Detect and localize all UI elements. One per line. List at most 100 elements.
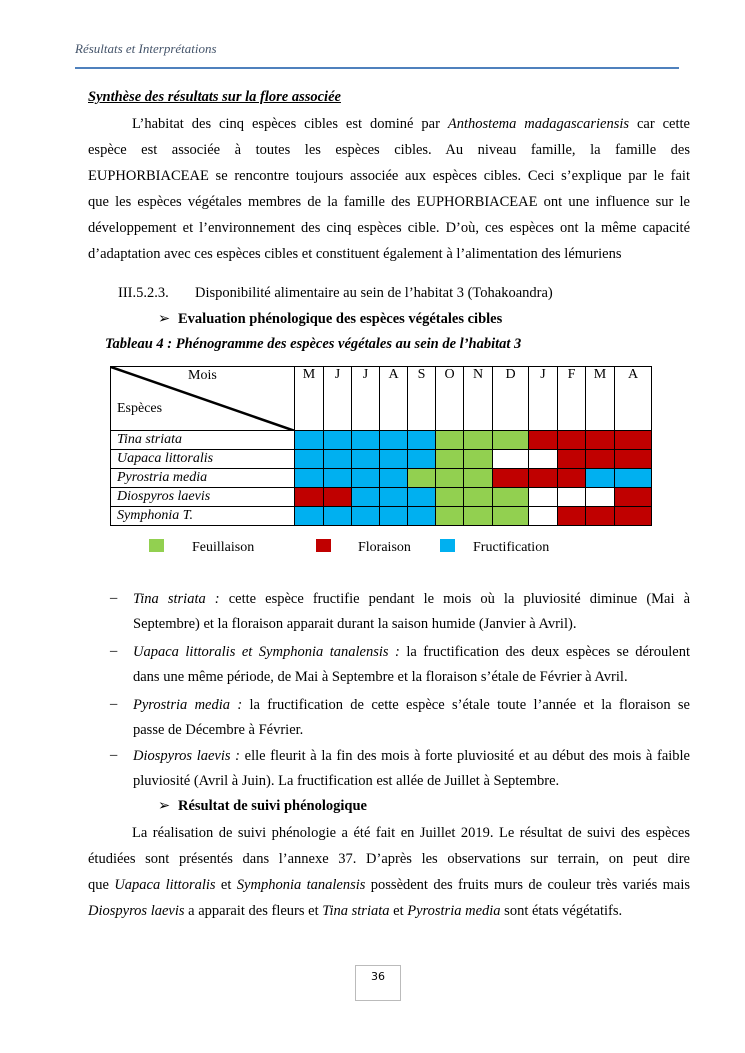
text-line: Diospyros laevis : elle fleurit à la fin… <box>133 747 690 765</box>
phase-cell <box>492 506 529 526</box>
text-segment: que les espèces végétales membres de la … <box>88 194 690 210</box>
phase-cell <box>379 449 408 469</box>
text-segment: a apparait des fleurs et <box>184 903 323 919</box>
arrow-bullet-icon: ➢ <box>158 311 171 327</box>
phase-cell <box>294 449 324 469</box>
text-segment: et <box>389 903 408 919</box>
month-header: S <box>407 366 436 431</box>
page-number: 36 <box>355 965 401 1001</box>
phase-cell <box>614 449 652 469</box>
legend-swatch <box>316 539 331 552</box>
species-name: Tina striata <box>110 430 295 450</box>
phase-cell <box>323 430 352 450</box>
text-segment: elle fleurit à la fin des mois à forte p… <box>240 748 690 764</box>
subsection-title: Disponibilité alimentaire au sein de l’h… <box>195 285 553 301</box>
month-header: J <box>323 366 352 431</box>
phase-cell <box>407 487 436 507</box>
legend-swatch <box>149 539 164 552</box>
phase-cell <box>294 506 324 526</box>
text-segment: EUPHORBIACEAE se rencontre toujours asso… <box>88 168 690 184</box>
phase-cell <box>323 487 352 507</box>
arrow-bullet-icon: ➢ <box>158 798 171 814</box>
phase-cell <box>435 449 464 469</box>
phase-cell <box>463 506 493 526</box>
text-line: Tina striata : cette espèce fructifie pe… <box>133 590 690 608</box>
month-header: M <box>585 366 615 431</box>
text-segment: Septembre) et la floraison apparait dura… <box>133 616 577 632</box>
text-segment: espèce est associée à toutes les espèces… <box>88 142 690 158</box>
phase-cell <box>492 430 529 450</box>
phase-cell <box>435 487 464 507</box>
phase-cell <box>407 468 436 488</box>
phase-cell <box>557 468 586 488</box>
phase-cell <box>585 430 615 450</box>
text-segment: La réalisation de suivi phénologie a été… <box>132 825 690 841</box>
phase-cell <box>614 430 652 450</box>
phase-cell <box>614 468 652 488</box>
text-line: pluviosité (Avril à Juin). La fructifica… <box>133 772 690 790</box>
dash-bullet-icon: – <box>110 643 118 659</box>
phase-cell <box>585 449 615 469</box>
table-row: Symphonia T. <box>110 506 652 526</box>
bullet-heading-phenology: Evaluation phénologique des espèces végé… <box>178 311 503 327</box>
text-segment: cette espèce fructifie pendant le mois o… <box>219 591 691 607</box>
month-header: F <box>557 366 586 431</box>
bullet-heading-results: Résultat de suivi phénologique <box>178 798 367 814</box>
phase-cell <box>294 430 324 450</box>
text-segment: dans une même période, de Mai à Septembr… <box>133 669 628 685</box>
phase-cell <box>351 468 380 488</box>
month-header: J <box>351 366 380 431</box>
italic-text: Uapaca littoralis <box>114 877 216 893</box>
phase-cell <box>585 468 615 488</box>
phase-cell <box>407 506 436 526</box>
month-header: M <box>294 366 324 431</box>
text-segment: possèdent des fruits murs de couleur trè… <box>365 877 691 893</box>
text-segment: et <box>215 877 237 893</box>
phase-cell <box>323 449 352 469</box>
month-header: A <box>379 366 408 431</box>
text-segment: L’habitat des cinq espèces cibles est do… <box>132 116 448 132</box>
running-header: Résultats et Interprétations <box>75 41 217 56</box>
italic-text: Uapaca littoralis et Symphonia tanalensi… <box>133 644 400 660</box>
phase-cell <box>407 449 436 469</box>
phase-cell <box>492 449 529 469</box>
phase-cell <box>379 487 408 507</box>
phase-cell <box>294 468 324 488</box>
table-row: Tina striata <box>110 430 652 450</box>
phase-cell <box>463 430 493 450</box>
italic-text: Tina striata : <box>133 591 220 607</box>
legend-label: Fructification <box>473 540 550 555</box>
phase-cell <box>463 449 493 469</box>
table-row: Diospyros laevis <box>110 487 652 507</box>
phase-cell <box>351 506 380 526</box>
text-segment: la fructification des deux espèces se dé… <box>399 644 690 660</box>
species-name: Pyrostria media <box>110 468 295 488</box>
italic-text: Diospyros laevis <box>88 903 185 919</box>
phase-cell <box>323 506 352 526</box>
text-line: que Uapaca littoralis et Symphonia tanal… <box>88 876 690 894</box>
diagonal-divider <box>111 367 295 431</box>
text-segment: étudiées sont présentés dans l’annexe 37… <box>88 851 690 867</box>
dash-bullet-icon: – <box>110 590 118 606</box>
text-line: passe de Décembre à Février. <box>133 721 690 739</box>
phase-cell <box>379 506 408 526</box>
months-label: Mois <box>188 368 217 383</box>
text-line: dans une même période, de Mai à Septembr… <box>133 668 690 686</box>
text-segment: que <box>88 877 115 893</box>
phase-cell <box>528 506 558 526</box>
text-line: Pyrostria media : la fructification de c… <box>133 696 690 714</box>
text-segment: d’adaptation avec ces espèces cibles et … <box>88 246 622 262</box>
text-segment: passe de Décembre à Février. <box>133 722 304 738</box>
species-label: Espèces <box>117 401 163 416</box>
phase-cell <box>614 506 652 526</box>
phase-cell <box>463 468 493 488</box>
text-line: La réalisation de suivi phénologie a été… <box>132 824 690 842</box>
phase-cell <box>379 468 408 488</box>
text-segment: sont états végétatifs. <box>500 903 623 919</box>
phase-cell <box>323 468 352 488</box>
phase-cell <box>351 449 380 469</box>
subsection-number: III.5.2.3. <box>118 285 169 301</box>
text-line: L’habitat des cinq espèces cibles est do… <box>132 115 690 133</box>
phase-cell <box>528 487 558 507</box>
species-name: Symphonia T. <box>110 506 295 526</box>
